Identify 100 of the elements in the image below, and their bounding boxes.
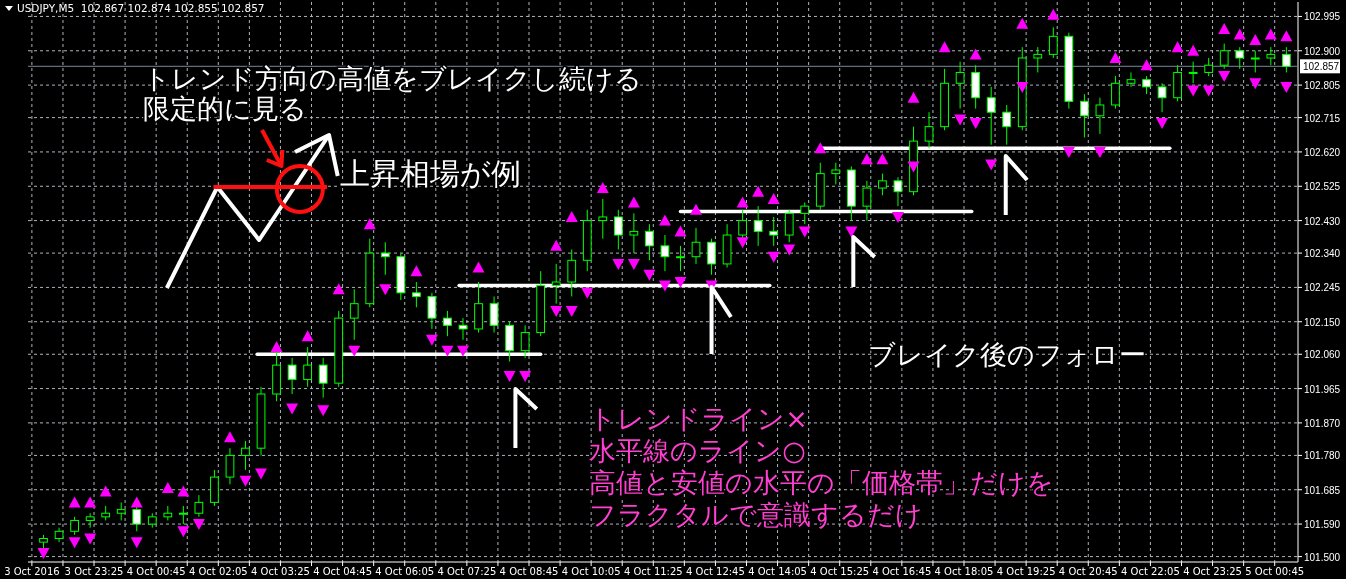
point [130,496,143,508]
y-tick-label: 101.780 [1304,450,1341,462]
candlestick [924,111,934,149]
point [798,226,811,238]
candlestick [800,202,810,225]
candlestick [116,501,126,521]
x-tick-label: 4 Oct 12:45 [686,566,745,577]
y-tick-label: 101.965 [1304,383,1341,395]
candlestick [194,494,204,518]
x-tick-label: 4 Oct 23:25 [1183,566,1242,577]
point [425,334,438,346]
point [814,142,827,154]
y-tick-label: 101.500 [1304,551,1341,563]
point [1280,81,1293,93]
x-tick-label: 5 Oct 00:45 [1245,566,1305,577]
point [317,405,330,417]
point [519,370,532,382]
candlestick [567,248,577,297]
y-tick-label: 102.715 [1304,112,1341,124]
point [1047,8,1060,20]
candlestick [629,212,639,254]
point [565,305,578,317]
point [177,526,190,538]
point [1233,28,1246,40]
point [37,547,50,559]
point [161,481,174,493]
point [674,277,687,288]
point [1016,17,1029,29]
x-tick-label: 4 Oct 22:05 [1121,566,1180,577]
candlestick [412,281,421,308]
x-tick-label: 4 Oct 20:45 [1058,566,1118,577]
annotation: 高値と安値の水平の「価格帯」だけを [589,467,1055,498]
x-tick-label: 4 Oct 08:45 [499,566,559,577]
candlestick [303,346,313,388]
annotation: トレンドライン× [589,403,808,434]
candlestick [598,198,608,240]
point [84,533,97,545]
candlestick [1033,46,1043,73]
point [1264,28,1277,40]
candlestick [380,241,390,276]
point [192,519,205,531]
y-tick-label: 101.870 [1304,417,1341,429]
candlestick [1142,75,1151,95]
point [239,475,252,487]
candlestick [1188,61,1198,84]
point [783,244,796,256]
candlestick [878,173,887,196]
point [550,239,563,251]
x-tick-label: 4 Oct 00:45 [126,566,186,577]
point [627,196,640,208]
point [1187,85,1200,97]
point [969,118,982,130]
candlestick [691,227,701,265]
point [410,265,423,277]
annotation: トレンド方向の高値をブレイクし続ける [142,63,642,94]
point [938,41,951,53]
candlestick [443,310,452,337]
candlestick [1095,97,1105,135]
point [954,114,967,126]
candlestick [85,512,95,529]
point [550,305,563,317]
point [1218,23,1231,35]
point [1202,85,1215,97]
candlestick [1002,104,1012,146]
point [736,196,749,208]
y-tick-label: 102.245 [1304,282,1341,294]
candlestick [1250,50,1260,73]
y-tick-label: 102.060 [1304,349,1341,361]
candlestick [862,180,872,222]
y-tick-label: 101.590 [1304,519,1341,531]
candlestick [955,61,965,110]
x-tick-label: 4 Oct 11:25 [623,566,683,577]
point [969,48,982,60]
point [255,468,268,480]
x-tick-label: 4 Oct 04:45 [313,566,372,577]
candlestick [831,162,841,185]
point [876,153,889,165]
candlestick [676,245,685,272]
point [891,211,904,223]
ref-line-label: 102.857 [1303,61,1340,73]
point [1109,52,1122,63]
point [379,284,392,296]
point [612,258,625,270]
point [1062,146,1075,158]
candlestick [458,317,468,341]
candlestick [645,223,654,261]
candlestick [1266,46,1276,66]
y-tick-label: 102.525 [1304,181,1341,193]
y-tick-label: 102.150 [1304,316,1341,328]
point [985,159,998,171]
candlestick [1126,71,1136,88]
point [907,161,920,173]
y-tick-label: 102.995 [1304,11,1341,23]
point [84,496,97,508]
point [643,269,656,281]
point [472,261,485,273]
point [674,225,687,237]
candlestick [1111,75,1120,110]
point [627,258,640,270]
point [456,345,469,357]
